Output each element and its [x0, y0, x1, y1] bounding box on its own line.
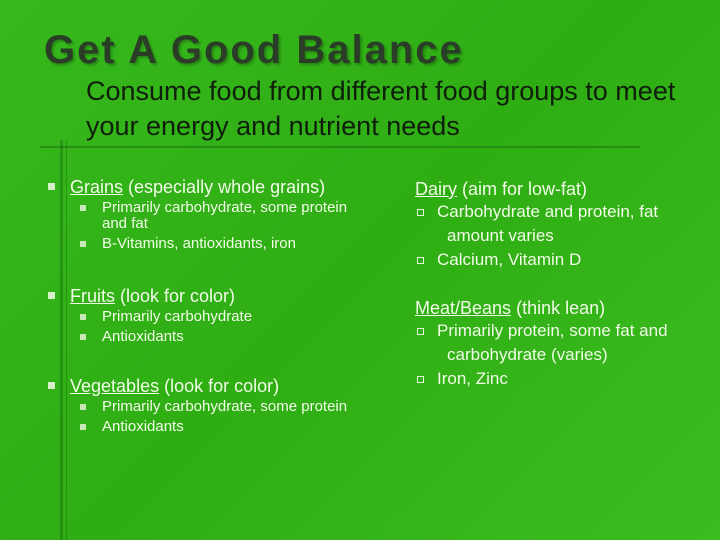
group-note: (look for color)	[164, 376, 280, 396]
bullet	[80, 314, 86, 320]
item-list: Primarily carbohydrate, some protein Anti…	[80, 398, 400, 435]
food-group: Grains (especially whole grains) Primaril…	[48, 176, 370, 256]
bullet	[48, 382, 55, 389]
item-text: Primarily protein, some fat and carbohyd…	[437, 321, 668, 364]
item-text: Iron, Zinc	[437, 369, 508, 388]
item: Calcium, Vitamin D	[415, 248, 705, 272]
item: Primarily carbohydrate	[80, 308, 370, 325]
bullet	[80, 404, 86, 410]
group-note: (look for color)	[120, 286, 236, 306]
item-text: Calcium, Vitamin D	[437, 250, 582, 269]
food-group: Vegetables (look for color) Primarily car…	[48, 375, 400, 439]
group-heading: Meat/Beans (think lean)	[415, 297, 685, 319]
group-name: Fruits	[70, 286, 115, 306]
group-name: Grains	[70, 177, 124, 197]
group-heading: Dairy (aim for low-fat)	[415, 178, 705, 200]
item-text: Antioxidants	[102, 418, 184, 435]
bullet	[80, 241, 86, 247]
item-text: Antioxidants	[102, 328, 184, 345]
item-list: Carbohydrate and protein, fat amount var…	[415, 200, 705, 272]
item-text: Carbohydrate and protein, fat amount var…	[437, 202, 659, 245]
item: Iron, Zinc	[415, 367, 685, 391]
item-text: Primarily carbohydrate	[102, 308, 253, 325]
group-heading: Fruits (look for color)	[48, 285, 370, 307]
item-text: B-Vitamins, antioxidants, iron	[102, 235, 296, 252]
decor-line	[60, 140, 63, 540]
item: Antioxidants	[80, 328, 370, 345]
decor-line	[66, 140, 67, 540]
item-list: Primarily carbohydrate, some protein and…	[80, 199, 370, 252]
bullet	[80, 205, 86, 211]
food-group: Meat/Beans (think lean) Primarily protein…	[415, 297, 685, 391]
subtitle: Consume food from different food groups …	[86, 76, 676, 141]
bullet	[417, 209, 424, 216]
group-name: Vegetables	[70, 376, 160, 396]
bullet	[80, 334, 86, 340]
group-heading: Vegetables (look for color)	[48, 375, 400, 397]
group-note: (think lean)	[516, 298, 606, 318]
bullet	[417, 376, 424, 383]
bullet	[417, 328, 424, 335]
food-group: Dairy (aim for low-fat) Carbohydrate and …	[415, 178, 705, 272]
bullet	[48, 183, 55, 190]
item-text: Primarily carbohydrate, some protein and…	[102, 199, 348, 232]
bullet	[48, 292, 55, 299]
bullet	[417, 257, 424, 264]
group-name: Dairy	[415, 179, 458, 199]
group-note: (aim for low-fat)	[462, 179, 588, 199]
item-text: Primarily carbohydrate, some protein	[102, 398, 348, 415]
title: Get A Good Balance	[44, 28, 464, 72]
item: Primarily carbohydrate, some protein	[80, 398, 400, 415]
item: B-Vitamins, antioxidants, iron	[80, 235, 370, 252]
item: Antioxidants	[80, 418, 400, 435]
item-list: Primarily protein, some fat and carbohyd…	[415, 319, 685, 391]
decor-line	[40, 146, 640, 148]
bullet	[80, 424, 86, 430]
item: Carbohydrate and protein, fat amount var…	[415, 200, 705, 248]
group-name: Meat/Beans	[415, 298, 512, 318]
group-note: (especially whole grains)	[128, 177, 326, 197]
item-list: Primarily carbohydrate Antioxidants	[80, 308, 370, 345]
item: Primarily protein, some fat and carbohyd…	[415, 319, 685, 367]
group-heading: Grains (especially whole grains)	[48, 176, 370, 198]
food-group: Fruits (look for color) Primarily carbohy…	[48, 285, 370, 349]
item: Primarily carbohydrate, some protein and…	[80, 199, 370, 232]
